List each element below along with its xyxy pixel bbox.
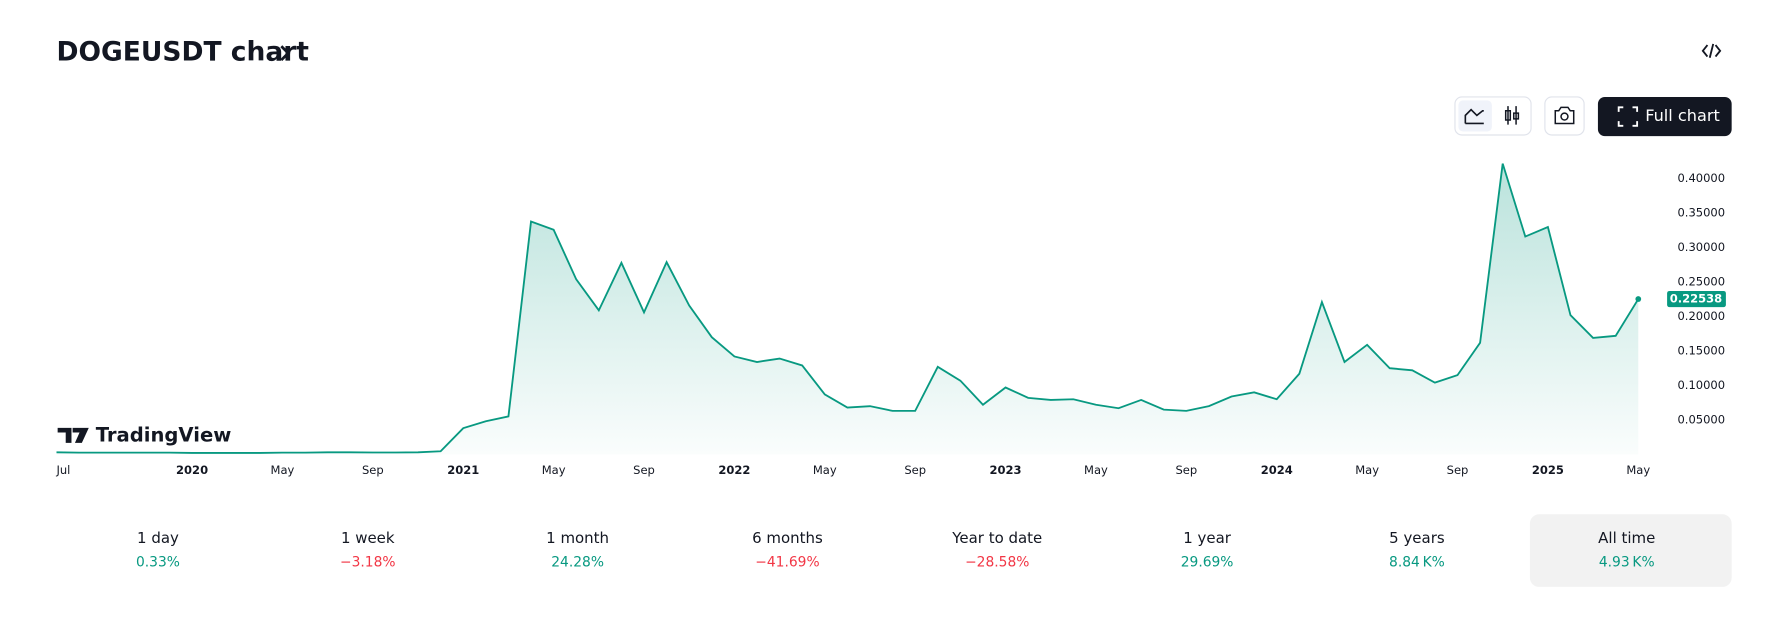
full-chart-label[interactable]: Full chart xyxy=(1645,106,1720,125)
area-icon xyxy=(1464,108,1484,125)
period-label[interactable]: 1 year xyxy=(1183,529,1232,547)
x-tick-label: May xyxy=(1355,463,1379,477)
period-change: 8.84 K% xyxy=(1389,555,1445,571)
y-tick-label: 0.10000 xyxy=(1677,378,1725,392)
y-tick-label: 0.20000 xyxy=(1677,309,1725,323)
period-change: −3.18% xyxy=(340,555,396,571)
period-label[interactable]: 5 years xyxy=(1389,529,1445,547)
period-change: −41.69% xyxy=(755,555,819,571)
plot: 0.05000 0.10000 0.15000 0.20000 0.25000 0.300… xyxy=(55,163,1726,477)
y-tick-label: 0.15000 xyxy=(1677,343,1725,357)
x-tick-label: 2025 xyxy=(1532,463,1564,477)
x-tick-label: Jul xyxy=(55,463,70,477)
period-label[interactable]: All time xyxy=(1598,529,1655,547)
last-value-badge xyxy=(1667,290,1726,308)
periods: 1 day 0.33% 1 week −3.18% 1 month 24.28% 6 mon… xyxy=(136,529,1655,571)
period-label[interactable]: 1 month xyxy=(546,529,609,547)
x-tick-label: 2024 xyxy=(1261,463,1293,477)
title[interactable]: DOGEUSDT chart xyxy=(56,37,309,68)
period-label[interactable]: 6 months xyxy=(752,529,823,547)
period-label[interactable]: Year to date xyxy=(951,529,1042,547)
x-tick-label: Sep xyxy=(633,463,655,477)
camera-lens xyxy=(1560,112,1569,121)
period-change: 24.28% xyxy=(551,555,604,571)
snapshot-button[interactable] xyxy=(1544,96,1585,136)
embed-icon[interactable] xyxy=(1701,43,1722,58)
line xyxy=(56,163,1640,454)
period-label[interactable]: 1 day xyxy=(137,529,179,547)
period-change: 0.33% xyxy=(136,555,180,571)
fullscreen-icon xyxy=(1617,106,1639,127)
x-tick-label: 2023 xyxy=(990,463,1022,477)
y-tick-label: 0.40000 xyxy=(1677,171,1725,185)
x-tick-label: 2021 xyxy=(447,463,479,477)
period-label[interactable]: 1 week xyxy=(341,529,395,547)
x-tick-label: May xyxy=(813,463,837,477)
branding[interactable]: TradingView xyxy=(96,423,232,446)
period-change: −28.58% xyxy=(965,555,1029,571)
last-value-label: 0.22538 xyxy=(1670,292,1722,306)
tradingview-logo[interactable] xyxy=(57,427,89,443)
area-style-button[interactable] xyxy=(1458,100,1492,132)
title-chevron[interactable] xyxy=(280,45,291,62)
full-chart-button[interactable] xyxy=(1597,96,1732,137)
camera-icon xyxy=(1554,106,1575,125)
period-change: 29.69% xyxy=(1181,555,1234,571)
period-change: 4.93 K% xyxy=(1599,555,1655,571)
x-tick-label: Sep xyxy=(362,463,384,477)
x-tick-label: 2020 xyxy=(176,463,208,477)
x-tick-label: May xyxy=(271,463,295,477)
selected-period-bg xyxy=(1529,514,1732,587)
y-tick-label: 0.05000 xyxy=(1677,412,1725,426)
y-tick-label: 0.30000 xyxy=(1677,240,1725,254)
y-tick-label: 0.25000 xyxy=(1677,275,1725,289)
candle-style-button[interactable] xyxy=(1504,106,1520,125)
y-tick-label: 0.35000 xyxy=(1677,206,1725,220)
x-tick-label: Sep xyxy=(904,463,926,477)
last-point xyxy=(1635,296,1642,302)
x-tick-label: May xyxy=(1626,463,1650,477)
x-tick-label: 2022 xyxy=(718,463,750,477)
x-tick-label: May xyxy=(542,463,566,477)
x-tick-label: Sep xyxy=(1175,463,1197,477)
x-tick-label: Sep xyxy=(1447,463,1469,477)
x-tick-label: May xyxy=(1084,463,1108,477)
area xyxy=(56,163,1639,455)
